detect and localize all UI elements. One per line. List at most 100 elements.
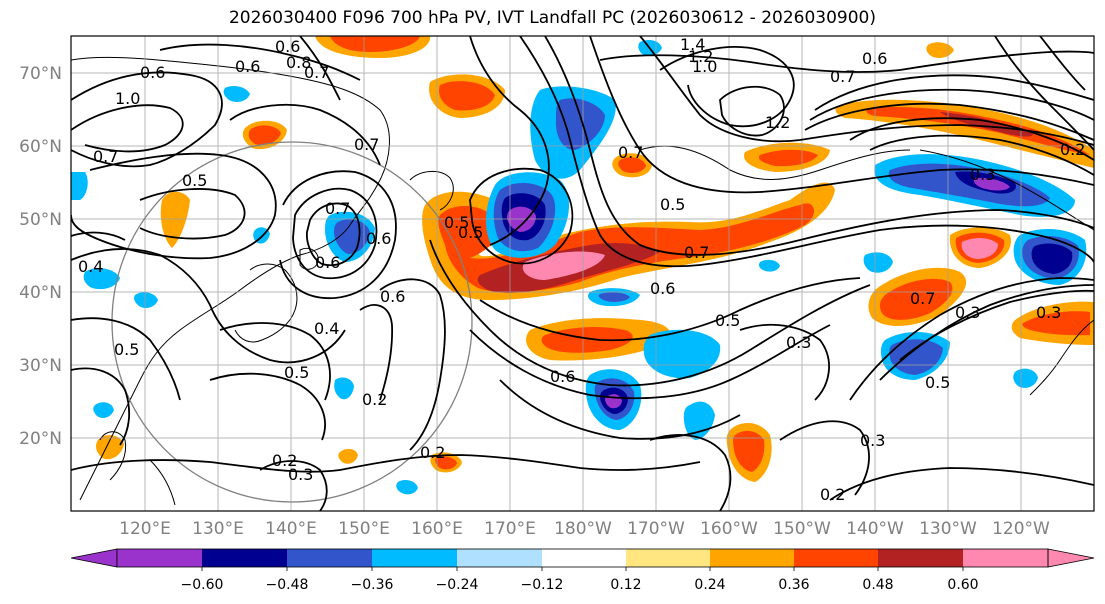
pv-positive-shading (95, 36, 1094, 482)
lon-label: 130°E (192, 519, 244, 539)
colorbar-tick-label: −0.48 (266, 577, 309, 593)
contour-label: 0.6 (235, 57, 260, 76)
contour-label: 0.6 (550, 367, 575, 386)
colorbar-swatch (626, 549, 710, 567)
contour-label: 0.2 (272, 451, 297, 470)
contour-label: 0.6 (315, 253, 340, 272)
contour-label: 0.2 (820, 485, 845, 504)
colorbar-tick-label: −0.24 (436, 577, 479, 593)
longitude-axis: 120°E 130°E 140°E 150°E 160°E 170°E 180°… (119, 519, 1050, 539)
colorbar-swatch (287, 549, 372, 567)
colorbar-tick-label: 0.36 (778, 577, 809, 593)
contour-label: 0.5 (458, 223, 483, 242)
contour-label: 1.4 (680, 35, 705, 54)
lon-label: 150°E (338, 519, 390, 539)
colorbar-swatch (202, 549, 287, 567)
contour-label: 0.3 (786, 333, 811, 352)
lon-label: 130°W (919, 519, 977, 539)
colorbar-extend-min (70, 548, 118, 568)
contour-label: 0.6 (862, 49, 887, 68)
latitude-axis: 70°N 60°N 50°N 40°N 30°N 20°N (19, 64, 62, 449)
lon-label: 120°W (992, 519, 1050, 539)
lon-label: 170°W (627, 519, 685, 539)
colorbar-swatch (794, 549, 878, 567)
lat-label: 50°N (19, 210, 62, 230)
colorbar-swatch (372, 549, 457, 567)
colorbar-swatch (542, 549, 626, 567)
contour-label: 0.7 (910, 289, 935, 308)
colorbar-swatch (117, 549, 202, 567)
colorbar-swatch (878, 549, 963, 567)
coastlines (71, 56, 1094, 506)
contour-label: 0.4 (78, 257, 103, 276)
contour-label: 1.0 (115, 89, 140, 108)
lon-label: 120°E (119, 519, 171, 539)
colorbar-tick-label: −0.12 (521, 577, 564, 593)
pv-negative-shading (71, 40, 1087, 495)
contour-label: 0.5 (114, 340, 139, 359)
contour-label: 0.7 (304, 63, 329, 82)
colorbar-tick-label: −0.36 (351, 577, 394, 593)
contour-label: 0.7 (684, 243, 709, 262)
colorbar-extend-max (1047, 548, 1095, 568)
colorbar: −0.60 −0.48 −0.36 −0.24 −0.12 0.12 0.24 … (70, 548, 1095, 593)
lat-label: 30°N (19, 356, 62, 376)
contour-label: 0.3 (955, 303, 980, 322)
contour-label: 0.5 (660, 195, 685, 214)
colorbar-swatch (710, 549, 794, 567)
pv-contours (71, 36, 1094, 511)
contour-label: 0.6 (650, 279, 675, 298)
contour-label: 1.0 (692, 57, 717, 76)
colorbar-outline (116, 548, 1049, 568)
lon-label: 170°E (484, 519, 536, 539)
contour-label: 0.5 (715, 311, 740, 330)
map-title: 2026030400 F096 700 hPa PV, IVT Landfall… (228, 8, 876, 28)
contour-label: 0.2 (1060, 140, 1085, 159)
colorbar-tick-label: 0.60 (947, 577, 978, 593)
contour-label: 0.2 (362, 390, 387, 409)
lon-label: 160°W (700, 519, 758, 539)
colorbar-tick-label: 0.12 (610, 577, 641, 593)
lon-label: 180°W (554, 519, 612, 539)
contour-label: 0.7 (354, 135, 379, 154)
contour-label: 0.7 (325, 199, 350, 218)
lon-label: 140°E (265, 519, 317, 539)
contour-label: 1.2 (765, 113, 790, 132)
lat-label: 70°N (19, 64, 62, 84)
contour-label: 0.7 (830, 67, 855, 86)
contour-label: 0.4 (314, 319, 339, 338)
contour-label: 0.5 (925, 373, 950, 392)
lat-label: 40°N (19, 283, 62, 303)
contour-label: 0.5 (182, 171, 207, 190)
contour-label: 0.8 (286, 53, 311, 72)
colorbar-swatch (963, 549, 1048, 567)
colorbar-tick-label: −0.60 (181, 577, 224, 593)
contour-label: 1.2 (688, 47, 713, 66)
contour-label: 0.6 (140, 63, 165, 82)
lon-label: 160°E (411, 519, 463, 539)
colorbar-tick-label: 0.24 (694, 577, 725, 593)
contour-labels: 0.6 0.8 0.7 1.4 1.2 1.0 0.6 0.7 0.6 1.0 … (78, 35, 1085, 504)
contour-label: 0.6 (380, 287, 405, 306)
contour-label: 0.2 (420, 443, 445, 462)
map-frame (70, 35, 1095, 512)
contour-label: 0.3 (860, 431, 885, 450)
contour-label: 0.6 (275, 37, 300, 56)
contour-label: 0.3 (970, 165, 995, 184)
contour-label: 0.3 (1036, 303, 1061, 322)
colorbar-tick-label: 0.48 (862, 577, 893, 593)
contour-label: 0.3 (288, 465, 313, 484)
lon-label: 150°W (773, 519, 831, 539)
contour-label: 0.5 (284, 363, 309, 382)
graticule (71, 36, 1094, 511)
lon-label: 140°W (846, 519, 904, 539)
range-circle (111, 141, 473, 503)
map-content: 0.6 0.8 0.7 1.4 1.2 1.0 0.6 0.7 0.6 1.0 … (71, 35, 1094, 511)
contour-label: 0.7 (618, 143, 643, 162)
colorbar-swatch (457, 549, 542, 567)
contour-label: 0.5 (444, 213, 469, 232)
contour-label: 0.7 (93, 147, 118, 166)
contour-label: 0.6 (366, 229, 391, 248)
lat-label: 60°N (19, 137, 62, 157)
